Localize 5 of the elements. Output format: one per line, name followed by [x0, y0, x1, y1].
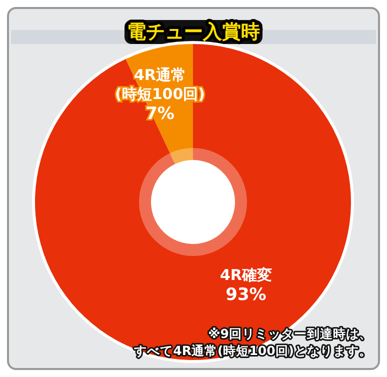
data-label: 93%: [226, 285, 266, 305]
data-label: 7%: [146, 104, 174, 124]
text: ※9回リミッター到達時は、: [208, 326, 372, 341]
slice-label: 4R通常 (時短100回): [114, 66, 206, 103]
slice-label: 4R確変: [220, 266, 272, 284]
